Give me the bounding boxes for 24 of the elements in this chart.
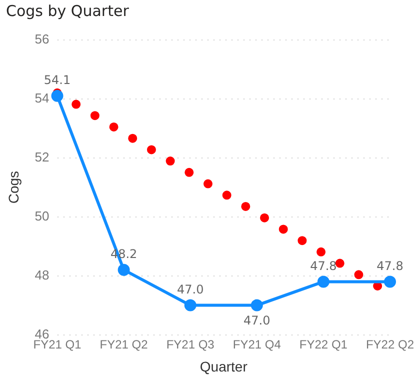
data-label: 47.0 [244,313,270,328]
y-tick-label: 54 [34,90,50,106]
y-axis-title: Cogs [5,170,22,204]
point [51,90,64,102]
y-tick-label: 56 [34,31,50,46]
x-tick-label: FY22 Q1 [299,337,348,352]
x-tick-label: FY21 Q2 [100,337,148,352]
chart-title: Cogs by Quarter [6,2,129,20]
y-tick-label: 48 [34,267,50,282]
point [317,276,330,288]
point [250,299,263,312]
data-label: 47.0 [176,282,204,296]
data-label: 54.1 [44,72,71,87]
data-label: 47.8 [376,258,404,273]
point [184,299,196,312]
data-label: 47.8 [310,258,337,273]
y-tick-label: 52 [34,149,50,164]
point [118,264,130,276]
point [384,276,396,288]
x-tick-label: FY21 Q3 [166,337,215,352]
y-tick-label: 50 [34,208,50,224]
x-tick-label: FY21 Q4 [232,337,282,352]
x-tick-label: FY22 Q2 [366,337,414,352]
x-axis-title: Quarter [200,358,248,374]
